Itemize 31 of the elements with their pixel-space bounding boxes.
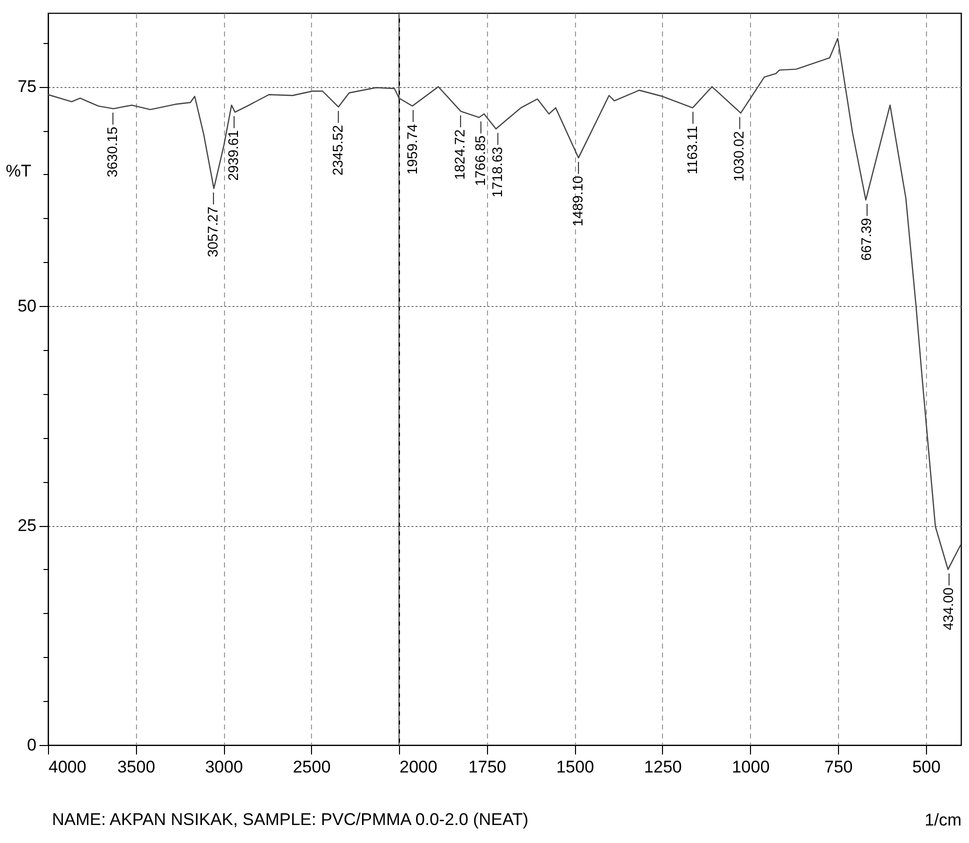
annotation: 1489.10 — [569, 176, 586, 226]
annotation: 3057.27 — [204, 206, 220, 258]
annotation: 3630.15 — [104, 126, 120, 178]
annotation: 1163.11 — [684, 126, 700, 174]
y-tick-label: 0 — [27, 736, 36, 754]
y-tick-label: 50 — [18, 296, 36, 316]
x-tick-label: 2500 — [292, 758, 331, 776]
x-tick-label: 4000 — [48, 758, 86, 776]
x-tick-label: 3500 — [117, 758, 156, 776]
annotation: 434.00 — [940, 587, 956, 630]
y-tick-label: 75 — [18, 77, 36, 96]
annotation: 1824.72 — [452, 129, 468, 180]
x-tick-label: 2000 — [400, 758, 438, 776]
x-axis-title: 1/cm — [924, 810, 962, 830]
annotation: 2939.61 — [225, 130, 242, 181]
x-tick-label: 500 — [912, 758, 941, 776]
x-tick-label: 750 — [824, 758, 853, 776]
x-tick-label: 1000 — [732, 758, 770, 776]
x-tick-label: 1500 — [556, 758, 594, 776]
x-tick-label: 1250 — [644, 758, 682, 776]
annotation: 1030.02 — [730, 130, 747, 182]
x-tick-label: 1750 — [468, 758, 506, 776]
annotation: 1766.85 — [472, 135, 488, 186]
text: NAME: AKPAN NSIKAK, SAMPLE: PVC/PMMA 0.0-2.0 (NEAT) — [52, 810, 528, 829]
x-tick-label: 3000 — [205, 758, 243, 776]
y-axis-title: %T — [6, 162, 32, 180]
y-tick-label: 25 — [18, 516, 36, 536]
annotation: 1718.63 — [488, 146, 505, 198]
annotation: 2345.52 — [329, 124, 346, 176]
annotation: 1959.74 — [404, 124, 420, 175]
annotation: 667.39 — [858, 218, 874, 261]
